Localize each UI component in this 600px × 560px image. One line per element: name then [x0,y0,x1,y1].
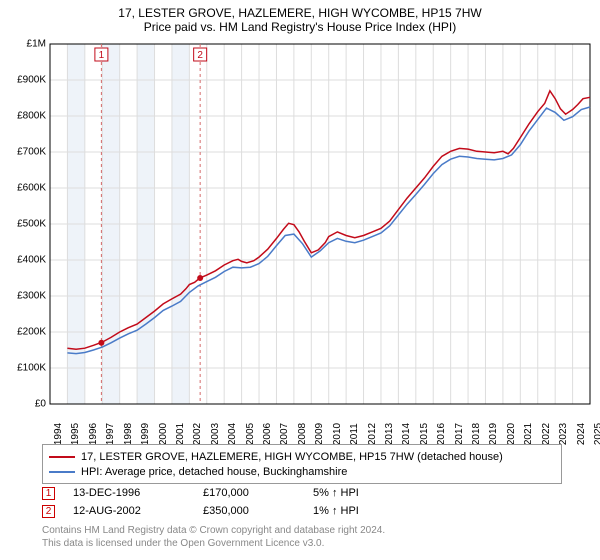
x-tick-label: 1997 [105,423,116,445]
y-tick-label: £600K [17,183,46,194]
x-tick-label: 2011 [349,423,360,445]
x-tick-label: 2002 [192,423,203,445]
y-tick-label: £500K [17,219,46,230]
y-tick-label: £700K [17,147,46,158]
transaction-price: £170,000 [203,487,313,499]
x-tick-label: 2010 [332,423,343,445]
x-tick-label: 2021 [523,423,534,445]
x-tick-label: 2018 [471,423,482,445]
x-tick-label: 2001 [175,423,186,445]
footer-attribution: Contains HM Land Registry data © Crown c… [42,524,385,550]
y-tick-label: £800K [17,111,46,122]
transaction-diff: 5% ↑ HPI [313,487,413,499]
y-tick-label: £0 [35,399,46,410]
x-tick-label: 2023 [558,423,569,445]
x-tick-label: 2012 [367,423,378,445]
legend-row-hpi: HPI: Average price, detached house, Buck… [49,464,555,479]
x-tick-label: 2013 [384,423,395,445]
transaction-marker-box: 1 [42,487,55,500]
transaction-price: £350,000 [203,505,313,517]
footer-line-2: This data is licensed under the Open Gov… [42,537,385,550]
x-tick-label: 2006 [262,423,273,445]
chart-svg: 12 [50,44,590,404]
transaction-marker-box: 2 [42,505,55,518]
legend-swatch-property [49,456,75,458]
legend-box: 17, LESTER GROVE, HAZLEMERE, HIGH WYCOMB… [42,444,562,484]
legend-swatch-hpi [49,471,75,473]
svg-text:2: 2 [197,50,203,61]
transaction-diff: 1% ↑ HPI [313,505,413,517]
x-tick-label: 1996 [88,423,99,445]
chart-title-line-2: Price paid vs. HM Land Registry's House … [0,20,600,34]
svg-text:1: 1 [99,50,105,61]
transaction-date: 13-DEC-1996 [73,487,203,499]
x-tick-label: 2007 [279,423,290,445]
x-tick-label: 2000 [158,423,169,445]
x-tick-label: 2003 [210,423,221,445]
x-tick-label: 2008 [297,423,308,445]
x-tick-label: 2025 [593,423,600,445]
chart-title-line-1: 17, LESTER GROVE, HAZLEMERE, HIGH WYCOMB… [0,6,600,20]
x-tick-label: 2016 [436,423,447,445]
transaction-row: 2 12-AUG-2002 £350,000 1% ↑ HPI [42,502,562,520]
x-tick-label: 1999 [140,423,151,445]
y-tick-label: £200K [17,327,46,338]
x-tick-label: 2022 [541,423,552,445]
x-tick-label: 1995 [70,423,81,445]
legend-label-property: 17, LESTER GROVE, HAZLEMERE, HIGH WYCOMB… [81,451,503,463]
y-tick-label: £400K [17,255,46,266]
transaction-date: 12-AUG-2002 [73,505,203,517]
legend-label-hpi: HPI: Average price, detached house, Buck… [81,466,347,478]
x-tick-label: 1994 [53,423,64,445]
y-tick-label: £100K [17,363,46,374]
y-tick-label: £300K [17,291,46,302]
chart-plot-area: 12 [50,44,590,404]
x-tick-label: 2014 [401,423,412,445]
x-tick-label: 2009 [314,423,325,445]
x-tick-label: 2020 [506,423,517,445]
x-axis-labels: 1994 1995 1996 1997 1998 1999 2000 2001 2002 2003… [50,404,590,444]
x-tick-label: 1998 [123,423,134,445]
x-tick-label: 2015 [419,423,430,445]
transactions-table: 1 13-DEC-1996 £170,000 5% ↑ HPI 2 12-AUG… [42,484,562,520]
y-tick-label: £900K [17,75,46,86]
x-tick-label: 2004 [227,423,238,445]
legend-row-property: 17, LESTER GROVE, HAZLEMERE, HIGH WYCOMB… [49,449,555,464]
x-tick-label: 2024 [576,423,587,445]
x-tick-label: 2019 [488,423,499,445]
transaction-row: 1 13-DEC-1996 £170,000 5% ↑ HPI [42,484,562,502]
footer-line-1: Contains HM Land Registry data © Crown c… [42,524,385,537]
x-tick-label: 2005 [245,423,256,445]
x-tick-label: 2017 [454,423,465,445]
y-axis-labels: £0£100K£200K£300K£400K£500K£600K£700K£80… [0,44,48,404]
y-tick-label: £1M [27,39,46,50]
